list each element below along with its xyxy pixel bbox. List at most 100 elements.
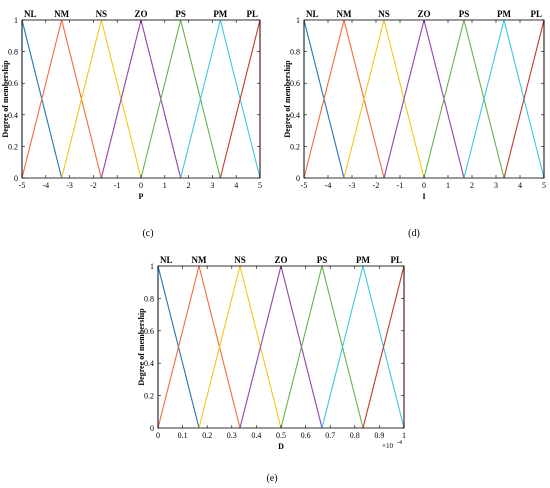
x-tick-label: 5 (542, 181, 546, 190)
x-tick-label: 1 (402, 431, 406, 440)
panel-e: 0 0.1 0.2 0.3 0.4 0.5 0.6 0.7 0.8 0.9 1 0 0.2 0.4 0.6 0… (137, 255, 406, 484)
series-line-ps (280, 265, 364, 429)
x-tick-label: 1 (446, 181, 450, 190)
x-tick-label: 3 (210, 181, 214, 190)
mf-label-pm: PM (213, 9, 227, 19)
mf-label-nl: NL (160, 255, 173, 265)
x-tick-label: 0.2 (202, 431, 212, 440)
y-tick-label: 1 (296, 16, 300, 25)
y-tick-label: 0.6 (290, 79, 300, 88)
mf-label-zo: ZO (134, 9, 147, 19)
y-tick-label: 0.8 (144, 294, 154, 303)
x-tick-label: 0.5 (276, 431, 286, 440)
series-line-ns (343, 19, 425, 179)
series-line-nm (21, 19, 102, 179)
x-tick-label: -5 (19, 181, 26, 190)
y-axis-label: Degree of membership (1, 60, 10, 138)
x-tick-label: 0 (422, 181, 426, 190)
mf-label-pl: PL (246, 9, 258, 19)
y-tick-label: 0.4 (290, 111, 300, 120)
mf-label-nm: NM (54, 9, 69, 19)
mf-label-zo: ZO (274, 255, 287, 265)
mf-label-pm: PM (497, 9, 511, 19)
y-tick-label: 1 (150, 262, 154, 271)
mf-label-nl: NL (24, 9, 37, 19)
x-tick-label: 5 (258, 181, 262, 190)
axes-box (303, 19, 545, 179)
y-tick-label: 0.2 (144, 392, 154, 401)
x-tick-label: -2 (373, 181, 380, 190)
mf-label-pl: PL (530, 9, 542, 19)
x-tick-label: 0.8 (350, 431, 360, 440)
panel-caption: (c) (142, 228, 153, 239)
series-line-pm (463, 19, 545, 179)
series-line-ns (61, 19, 142, 179)
x-tick-label: 1 (163, 181, 167, 190)
y-tick-label: 0.6 (8, 79, 18, 88)
axes-box (21, 19, 261, 179)
x-tick-label: 2 (187, 181, 191, 190)
x-tick-label: 3 (494, 181, 498, 190)
panel-c: -5 -4 -3 -2 -1 0 1 2 3 4 5 0 0.2 0.4 0.6 0.8 1 NL NM NS ZO PS… (1, 9, 262, 239)
series-line-nm (303, 19, 385, 179)
x-exponent-label: ×10 (382, 442, 393, 450)
x-tick-label: 2 (470, 181, 474, 190)
x-tick-label: 0.3 (227, 431, 237, 440)
y-tick-label: 0 (14, 174, 18, 183)
x-tick-label: 0.6 (301, 431, 311, 440)
series-line-zo (239, 265, 323, 429)
mf-label-nm: NM (192, 255, 207, 265)
series-line-ps (140, 19, 221, 179)
mf-label-zo: ZO (417, 9, 430, 19)
mf-label-ps: PS (175, 9, 186, 19)
y-tick-label: 0.8 (8, 48, 18, 57)
x-tick-label: -3 (66, 181, 73, 190)
x-axis-label: D (278, 442, 284, 451)
y-tick-label: 0.4 (8, 111, 18, 120)
x-tick-label: 4 (518, 181, 522, 190)
mf-label-pl: PL (390, 255, 402, 265)
y-tick-label: 1 (14, 16, 18, 25)
x-tick-label: -5 (301, 181, 308, 190)
mf-label-ns: NS (378, 9, 390, 19)
x-tick-label: -4 (42, 181, 49, 190)
x-tick-label: -4 (325, 181, 332, 190)
series-line-ps (423, 19, 505, 179)
x-axis-label: I (422, 192, 425, 201)
y-tick-label: 0.8 (290, 48, 300, 57)
y-axis-label: Degree of membership (283, 60, 292, 138)
y-axis-label: Degree of membership (137, 308, 146, 386)
mf-label-pm: PM (356, 255, 370, 265)
mf-label-ps: PS (459, 9, 470, 19)
panel-caption: (d) (408, 228, 420, 239)
mf-label-ps: PS (317, 255, 328, 265)
y-tick-label: 0 (150, 424, 154, 433)
mf-label-nl: NL (306, 9, 319, 19)
x-tick-label: 0.7 (325, 431, 335, 440)
series-line-zo (383, 19, 465, 179)
x-tick-label: 4 (234, 181, 238, 190)
mf-label-nm: NM (337, 9, 352, 19)
axes-box (157, 265, 405, 429)
series-line-pm (180, 19, 261, 179)
panel-caption: (e) (266, 473, 277, 484)
series-line-ns (198, 265, 282, 429)
y-tick-label: 0.2 (8, 142, 18, 151)
mf-label-ns: NS (96, 9, 108, 19)
series-line-nm (157, 265, 241, 429)
x-exponent-power: -4 (397, 440, 402, 446)
y-tick-label: 0.6 (144, 327, 154, 336)
x-tick-label: -2 (90, 181, 97, 190)
y-tick-label: 0.2 (290, 142, 300, 151)
series-line-zo (100, 19, 182, 179)
y-tick-label: 0 (296, 174, 300, 183)
series-line-pm (321, 265, 405, 429)
x-tick-label: 0 (139, 181, 143, 190)
x-tick-label: -1 (114, 181, 121, 190)
x-tick-label: 0.1 (178, 431, 188, 440)
x-axis-label: P (139, 192, 144, 201)
x-tick-label: 0 (156, 431, 160, 440)
mf-label-ns: NS (234, 255, 246, 265)
x-tick-label: -1 (397, 181, 404, 190)
